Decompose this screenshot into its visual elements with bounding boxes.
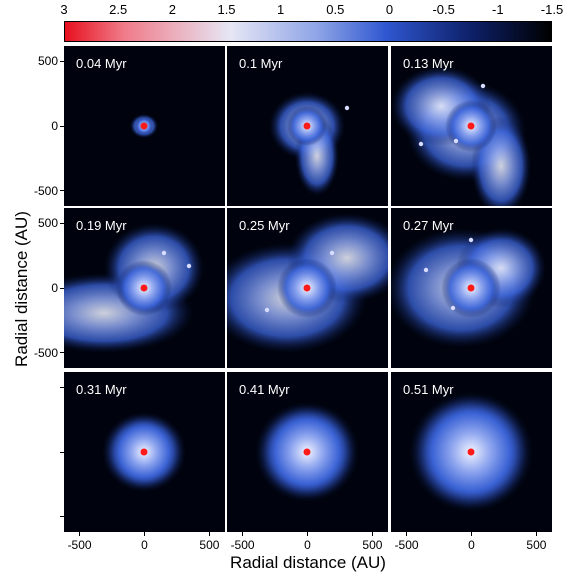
snapshot-panel: 0.41 Myr xyxy=(227,372,388,532)
disc-image xyxy=(255,402,359,502)
snapshot-panel: 0.13 Myr xyxy=(391,46,552,206)
y-tick-mark xyxy=(60,451,64,453)
fragment xyxy=(186,263,192,269)
colorbar-tick: -1.5 xyxy=(540,2,564,17)
snapshot-panel: 0.31 Myr xyxy=(64,372,225,532)
fragment xyxy=(264,307,270,313)
colorbar: 3 2.5 2 1.5 1 0.5 0 -0.5 -1 -1.5 xyxy=(60,0,563,46)
y-tick-label: 0 xyxy=(51,281,58,295)
y-tick-mark xyxy=(60,125,64,127)
fragment xyxy=(418,141,424,147)
fragment xyxy=(480,83,486,89)
panel-time-label: 0.41 Myr xyxy=(239,382,290,397)
colorbar-tick: -1 xyxy=(492,2,504,17)
snapshot-panel: 0.19 Myr xyxy=(64,208,225,368)
panel-time-label: 0.19 Myr xyxy=(76,218,127,233)
snapshot-panel: 0.27 Myr xyxy=(391,208,552,368)
colorbar-tick: 3 xyxy=(60,2,68,17)
x-tick-label: 0 xyxy=(141,538,148,552)
star-marker xyxy=(467,284,475,292)
colorbar-tick: -0.5 xyxy=(432,2,455,17)
x-tick-label: 500 xyxy=(362,538,383,552)
y-axis-label: Radial distance (AU) xyxy=(12,211,31,367)
colorbar-tick: 2.5 xyxy=(109,2,128,17)
colorbar-gradient xyxy=(64,21,552,42)
fragment xyxy=(423,267,429,273)
colorbar-ticks: 3 2.5 2 1.5 1 0.5 0 -0.5 -1 -1.5 xyxy=(60,0,563,18)
x-tick-label: 500 xyxy=(199,538,220,552)
y-tick-label: -500 xyxy=(33,183,58,198)
x-tick-mark xyxy=(208,532,210,536)
fragment xyxy=(453,138,459,144)
x-tick-label: -500 xyxy=(67,538,92,552)
star-marker xyxy=(303,448,311,456)
x-tick-label: 0 xyxy=(304,538,311,552)
y-tick-mark xyxy=(60,287,64,289)
star-marker xyxy=(467,448,475,456)
star-marker xyxy=(303,284,311,292)
panel-time-label: 0.1 Myr xyxy=(239,56,283,71)
y-tick-label: 0 xyxy=(51,119,58,133)
panel-time-label: 0.31 Myr xyxy=(76,382,127,397)
snapshot-panel: 0.1 Myr xyxy=(227,46,388,206)
y-tick-mark xyxy=(60,190,64,192)
panel-time-label: 0.04 Myr xyxy=(76,56,127,71)
panel-time-label: 0.13 Myr xyxy=(403,56,454,71)
y-tick-label: 500 xyxy=(37,54,58,69)
colorbar-tick: 1 xyxy=(277,2,285,17)
fragment xyxy=(468,237,474,243)
x-tick-label: 0 xyxy=(468,538,475,552)
disc-image xyxy=(391,66,531,206)
x-tick-mark xyxy=(535,532,537,536)
disc-image xyxy=(130,114,158,138)
colorbar-tick: 1.5 xyxy=(217,2,236,17)
colorbar-tick: 0.5 xyxy=(326,2,345,17)
star-marker xyxy=(303,122,311,130)
y-tick-label: -500 xyxy=(33,345,58,360)
colorbar-tick: 2 xyxy=(168,2,176,17)
star-marker xyxy=(140,122,148,130)
y-tick-mark xyxy=(60,352,64,354)
disc-image xyxy=(269,92,350,196)
x-tick-mark xyxy=(307,532,308,536)
x-tick-mark xyxy=(79,532,81,536)
y-tick-mark xyxy=(60,516,64,518)
panel-time-label: 0.25 Myr xyxy=(239,218,290,233)
fragment xyxy=(344,105,350,111)
colorbar-tick: 0 xyxy=(385,2,394,17)
fragment xyxy=(450,305,456,311)
x-tick-mark xyxy=(242,532,244,536)
x-tick-label: -500 xyxy=(394,538,419,552)
x-axis-label: Radial distance (AU) xyxy=(230,553,386,572)
x-tick-label: -500 xyxy=(230,538,255,552)
star-marker xyxy=(467,122,475,130)
x-tick-mark xyxy=(406,532,408,536)
panel-time-label: 0.51 Myr xyxy=(403,382,454,397)
panel-grid: 0.04 Myr 0.1 Myr 0.13 Myr 0.19 Myr 0.25 Myr 0… xyxy=(64,46,552,532)
x-tick-mark xyxy=(144,532,145,536)
disc-image xyxy=(409,392,533,512)
y-tick-mark xyxy=(60,222,64,224)
y-tick-label: 500 xyxy=(37,216,58,231)
disc-image xyxy=(391,228,546,348)
disc-image xyxy=(64,223,204,353)
star-marker xyxy=(140,448,148,456)
disc-image xyxy=(102,412,186,492)
snapshot-panel: 0.51 Myr xyxy=(391,372,552,532)
x-tick-mark xyxy=(471,532,472,536)
y-tick-mark xyxy=(60,60,64,62)
y-tick-mark xyxy=(60,386,64,388)
snapshot-panel: 0.04 Myr xyxy=(64,46,225,206)
x-tick-mark xyxy=(371,532,373,536)
x-tick-label: 500 xyxy=(526,538,547,552)
star-marker xyxy=(140,284,148,292)
panel-time-label: 0.27 Myr xyxy=(403,218,454,233)
disc-image xyxy=(227,213,388,353)
snapshot-panel: 0.25 Myr xyxy=(227,208,388,368)
fragment xyxy=(329,250,335,256)
fragment xyxy=(161,250,167,256)
